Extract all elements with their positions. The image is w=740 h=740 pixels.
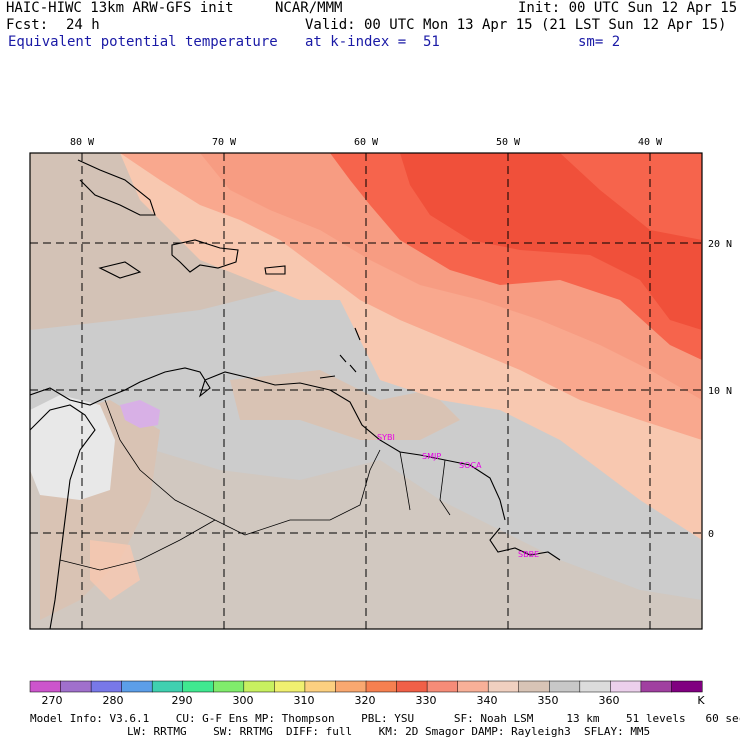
- colorbar-label-300: 300: [233, 694, 254, 707]
- station-sbbe: SBBE: [518, 550, 539, 559]
- colorbar-swatch: [426, 680, 459, 693]
- lat-label-10n: 10 N: [708, 386, 732, 397]
- footer-model-info: Model Info: V3.6.1 CU: G-F Ens MP: Thomp…: [30, 712, 740, 725]
- colorbar-swatch: [457, 680, 489, 693]
- field-tan-coast: [230, 370, 460, 440]
- colorbar-swatch: [365, 680, 398, 693]
- colorbar-swatch: [29, 680, 62, 693]
- colorbar-label-320: 320: [355, 694, 376, 707]
- title-model: HAIC-HIWC 13km ARW-GFS init: [6, 0, 234, 16]
- colorbar-label-330: 330: [416, 694, 437, 707]
- title-org: NCAR/MMM: [275, 0, 343, 16]
- colorbar-swatch: [610, 680, 642, 693]
- fcst-label: Fcst:: [6, 17, 49, 33]
- coast-puerto-rico: [264, 265, 286, 275]
- lon-label-80w: 80 W: [70, 137, 95, 148]
- fcst-value: 24 h: [66, 17, 100, 33]
- field-deep-red: [400, 153, 702, 330]
- colorbar-swatch: [182, 680, 214, 693]
- level-index: at k-index = 51: [305, 34, 440, 50]
- colorbar-label-360: 360: [599, 694, 620, 707]
- colorbar-swatch: [243, 680, 275, 693]
- colorbar-label-340: 340: [477, 694, 498, 707]
- colorbar-swatch: [640, 680, 673, 693]
- colorbar-swatch: [671, 680, 703, 693]
- colorbar-label-310: 310: [294, 694, 315, 707]
- title-init: Init: 00 UTC Sun 12 Apr 15: [518, 0, 738, 16]
- coast-hispaniola: [171, 239, 239, 273]
- graticule: [30, 153, 702, 629]
- colorbar-swatch: [121, 680, 153, 693]
- footer-physics-info: LW: RRTMG SW: RRTMG DIFF: full KM: 2D Sm…: [127, 725, 651, 738]
- colorbar-label-350: 350: [538, 694, 559, 707]
- smoothing: sm= 2: [578, 34, 621, 50]
- lon-label-70w: 70 W: [212, 137, 237, 148]
- lon-label-50w: 50 W: [496, 137, 521, 148]
- colorbar-label-270: 270: [42, 694, 63, 707]
- field-name: Equivalent potential temperature: [8, 34, 278, 50]
- field-lilac: [120, 400, 160, 428]
- colorbar-swatch: [304, 680, 337, 693]
- colorbar-swatch: [549, 680, 581, 693]
- coast-pacific: [30, 404, 96, 629]
- coast-cuba: [77, 159, 156, 216]
- colorbar-swatch: [579, 680, 611, 693]
- colorbar-swatch: [60, 680, 92, 693]
- field-light: [30, 395, 115, 500]
- colorbar-swatch: [335, 680, 367, 693]
- colorbar-swatch: [487, 680, 520, 693]
- border-guianas: [399, 451, 451, 516]
- border-venezuela: [104, 399, 381, 536]
- colorbar-swatch: [274, 680, 306, 693]
- lon-label-40w: 40 W: [638, 137, 663, 148]
- lon-label-60w: 60 W: [354, 137, 379, 148]
- coast-north-sa: [30, 367, 506, 521]
- colorbar-unit: K: [697, 694, 705, 707]
- coast-amazon: [489, 527, 561, 561]
- lat-label-0: 0: [708, 529, 714, 540]
- colorbar-label-280: 280: [103, 694, 124, 707]
- coast-jamaica: [98, 261, 142, 279]
- colorbar-swatch: [151, 680, 184, 693]
- colorbar-swatch: [90, 680, 123, 693]
- colorbar-label-290: 290: [172, 694, 193, 707]
- field-peach-andes: [90, 540, 140, 600]
- map-frame: [29, 152, 703, 630]
- colorbar: [29, 680, 703, 693]
- colorbar-swatch: [213, 680, 245, 693]
- colorbar-swatch: [518, 680, 550, 693]
- coast-antilles: [319, 327, 361, 379]
- colorbar-swatch: [396, 680, 428, 693]
- valid-time: Valid: 00 UTC Mon 13 Apr 15 (21 LST Sun …: [305, 17, 727, 33]
- lat-label-20n: 20 N: [708, 239, 732, 250]
- station-soca: SOCA: [459, 461, 482, 470]
- station-sybi: SYBI: [377, 433, 395, 442]
- station-smjp: SMJP: [422, 452, 441, 461]
